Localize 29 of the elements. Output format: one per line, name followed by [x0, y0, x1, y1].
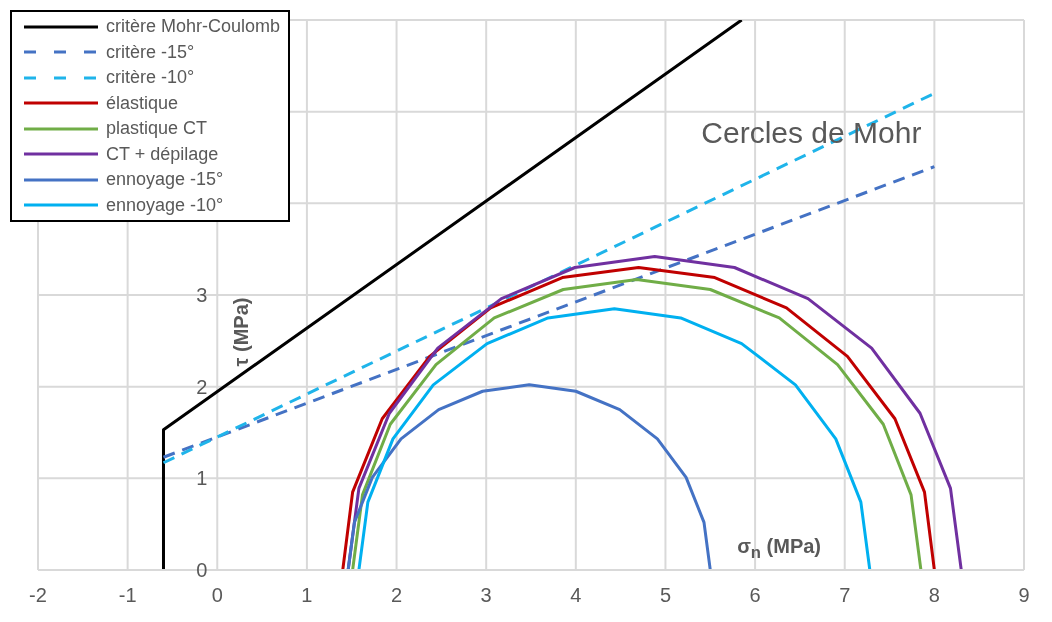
y-tick-label: 3 — [196, 284, 208, 306]
x-tick-label: 3 — [480, 584, 492, 606]
x-axis-title: σ$_{n}$ (MPa) — [737, 535, 822, 564]
x-tick-label: -1 — [118, 584, 137, 606]
x-tick-label: 5 — [659, 584, 672, 606]
y-tick-label: 2 — [196, 375, 208, 398]
legend-label: critère -10° — [106, 66, 195, 89]
x-tick-label: 1 — [301, 584, 313, 606]
annotation: Cercles de Mohr — [701, 116, 922, 151]
legend-label: ennoyage -10° — [106, 193, 224, 217]
x-tick-label: 2 — [390, 584, 403, 606]
legend-label: ennoyage -15° — [106, 168, 224, 191]
x-tick-label: 7 — [839, 584, 851, 606]
x-tick-label: 4 — [570, 584, 582, 606]
legend-label: critère Mohr-Coulomb — [106, 15, 281, 38]
legend-label: critère -15° — [106, 40, 195, 64]
y-axis-title: τ (MPa) — [229, 297, 253, 367]
legend-label: élastique — [106, 91, 179, 115]
legend-label: CT + dépilage — [106, 142, 219, 166]
line-series — [346, 383, 712, 570]
x-tick-label: 0 — [211, 584, 223, 606]
x-tick-label: 9 — [1018, 584, 1030, 606]
x-tick-label: 6 — [749, 584, 761, 606]
x-tick-label: 8 — [928, 584, 940, 606]
x-tick-label: -2 — [29, 584, 47, 606]
y-tick-label: 0 — [196, 559, 208, 581]
y-tick-label: 1 — [196, 467, 208, 490]
line-series — [357, 307, 872, 570]
legend-label: plastique CT — [106, 117, 208, 140]
